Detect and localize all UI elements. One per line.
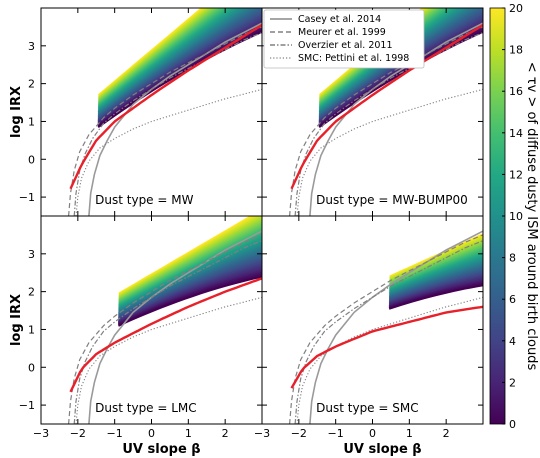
x-tick-label: 0 [148, 427, 155, 440]
model-line-tau-0.0 [388, 284, 483, 310]
meurer-1999-curve [68, 234, 262, 424]
casey-2014-curve [309, 230, 483, 424]
x-tick-label: −2 [70, 427, 86, 440]
meurer-1999-curve [289, 26, 483, 216]
casey-2014-curve [88, 230, 262, 424]
y-tick-label: 2 [28, 78, 35, 91]
meurer-1999-curve [289, 234, 483, 424]
y-tick-label: −1 [19, 399, 35, 412]
model-line-tau-0.0 [117, 275, 262, 327]
x-tick-label: −3 [254, 427, 270, 440]
colorbar-tick-label: 12 [509, 168, 523, 181]
legend-entry: Overzier et al. 2011 [298, 40, 393, 51]
pettini-1998-curve [75, 88, 262, 216]
x-tick-label: −3 [33, 427, 49, 440]
x-tick-label: −1 [107, 427, 123, 440]
casey-2014-curve [88, 22, 262, 216]
y-tick-label: 2 [28, 286, 35, 299]
y-axis-label: log IRX [9, 294, 24, 346]
panel-label: Dust type = MW [95, 193, 193, 207]
colorbar-tick-label: 10 [509, 210, 523, 223]
x-axis-label: UV slope β [122, 442, 200, 457]
y-tick-label: 0 [28, 361, 35, 374]
colorbar-tick-label: 6 [509, 293, 516, 306]
y-tick-label: 3 [28, 40, 35, 53]
overzier-2011-curve [294, 240, 483, 424]
x-tick-label: 1 [185, 427, 192, 440]
y-tick-label: 3 [28, 248, 35, 261]
colorbar-tick-label: 14 [509, 127, 523, 140]
panel-frame-3 [261, 215, 484, 425]
pettini-1998-curve [296, 88, 483, 216]
y-tick-label: −1 [19, 191, 35, 204]
tau-zero-curve [69, 277, 262, 393]
pettini-1998-curve [296, 296, 483, 424]
tau-zero-curve [69, 23, 262, 190]
colorbar-tick-label: 2 [509, 376, 516, 389]
colorbar-tick-label: 4 [509, 335, 516, 348]
x-tick-label: 0 [369, 427, 376, 440]
colorbar-tick-label: 8 [509, 252, 516, 265]
colorbar-label: < τv > of diffuse dusty ISM around birth… [524, 62, 539, 371]
y-tick-label: 1 [28, 323, 35, 336]
x-tick-label: −2 [291, 427, 307, 440]
legend-entry: SMC: Pettini et al. 1998 [298, 53, 409, 64]
panel-label: Dust type = LMC [95, 401, 197, 415]
colorbar-tick-label: 18 [509, 44, 523, 57]
meurer-1999-curve [68, 26, 262, 216]
overzier-2011-curve [73, 240, 262, 424]
panel-2 [68, 216, 262, 424]
colorbar-tick-label: 16 [509, 85, 523, 98]
legend-entry: Meurer et al. 1999 [298, 27, 386, 38]
legend-entry: Casey et al. 2014 [298, 14, 381, 25]
legend-box [263, 9, 425, 69]
panel-label: Dust type = MW-BUMP00 [316, 193, 468, 207]
pettini-1998-curve [75, 296, 262, 424]
y-tick-label: 1 [28, 115, 35, 128]
tau-zero-curve [290, 305, 483, 389]
x-tick-label: 1 [406, 427, 413, 440]
casey-2014-curve [309, 22, 483, 216]
y-axis-label: log IRX [9, 86, 24, 138]
panel-0 [68, 8, 262, 216]
panel-3 [289, 230, 483, 424]
x-tick-label: 2 [443, 427, 450, 440]
colorbar-tick-label: 20 [509, 2, 523, 15]
y-tick-label: 0 [28, 153, 35, 166]
x-axis-label: UV slope β [343, 442, 421, 457]
colorbar-tick-label: 0 [509, 418, 516, 431]
panel-label: Dust type = SMC [316, 401, 418, 415]
x-tick-label: −1 [328, 427, 344, 440]
tau-zero-curve [290, 23, 483, 190]
x-tick-label: 2 [222, 427, 229, 440]
